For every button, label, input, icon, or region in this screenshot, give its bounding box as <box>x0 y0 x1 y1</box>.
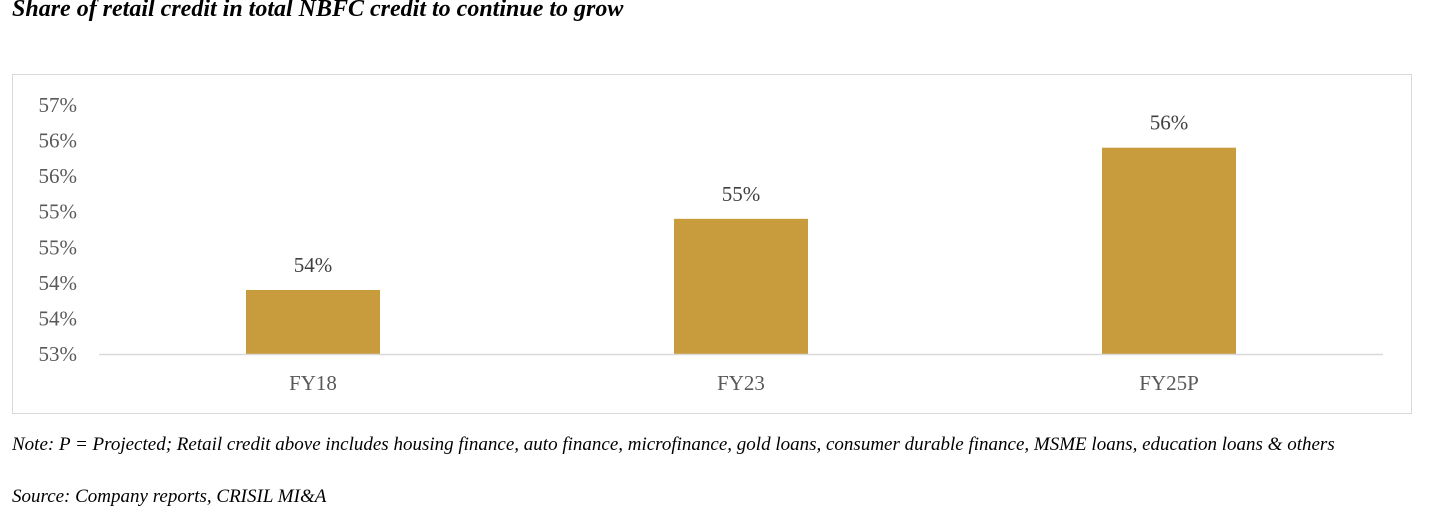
y-tick-label: 54% <box>39 271 78 295</box>
chart-title: Share of retail credit in total NBFC cre… <box>12 0 624 22</box>
y-tick-label: 57% <box>39 93 78 117</box>
y-tick-label: 53% <box>39 342 78 366</box>
y-tick-label: 54% <box>39 306 78 330</box>
x-tick-label: FY25P <box>1139 371 1199 395</box>
y-tick-label: 56% <box>39 129 78 153</box>
y-tick-label: 55% <box>39 235 78 259</box>
chart-note: Note: P = Projected; Retail credit above… <box>12 434 1335 455</box>
bar <box>674 218 808 354</box>
x-tick-label: FY18 <box>289 371 337 395</box>
x-tick-label: FY23 <box>717 371 765 395</box>
bar-chart: 53% 54% 54% 55% 55% 56% 56% 57% 54% FY18 55% FY23 56… <box>39 93 1383 395</box>
bar <box>1102 147 1236 354</box>
chart-source: Source: Company reports, CRISIL MI&A <box>12 486 327 507</box>
data-label: 56% <box>1150 111 1189 135</box>
data-label: 54% <box>294 253 333 277</box>
y-tick-label: 55% <box>39 200 78 224</box>
bar <box>246 289 380 354</box>
data-label: 55% <box>722 182 761 206</box>
chart-area: 53% 54% 54% 55% 55% 56% 56% 57% 54% FY18 55% FY23 56… <box>12 74 1412 414</box>
y-tick-label: 56% <box>39 164 78 188</box>
